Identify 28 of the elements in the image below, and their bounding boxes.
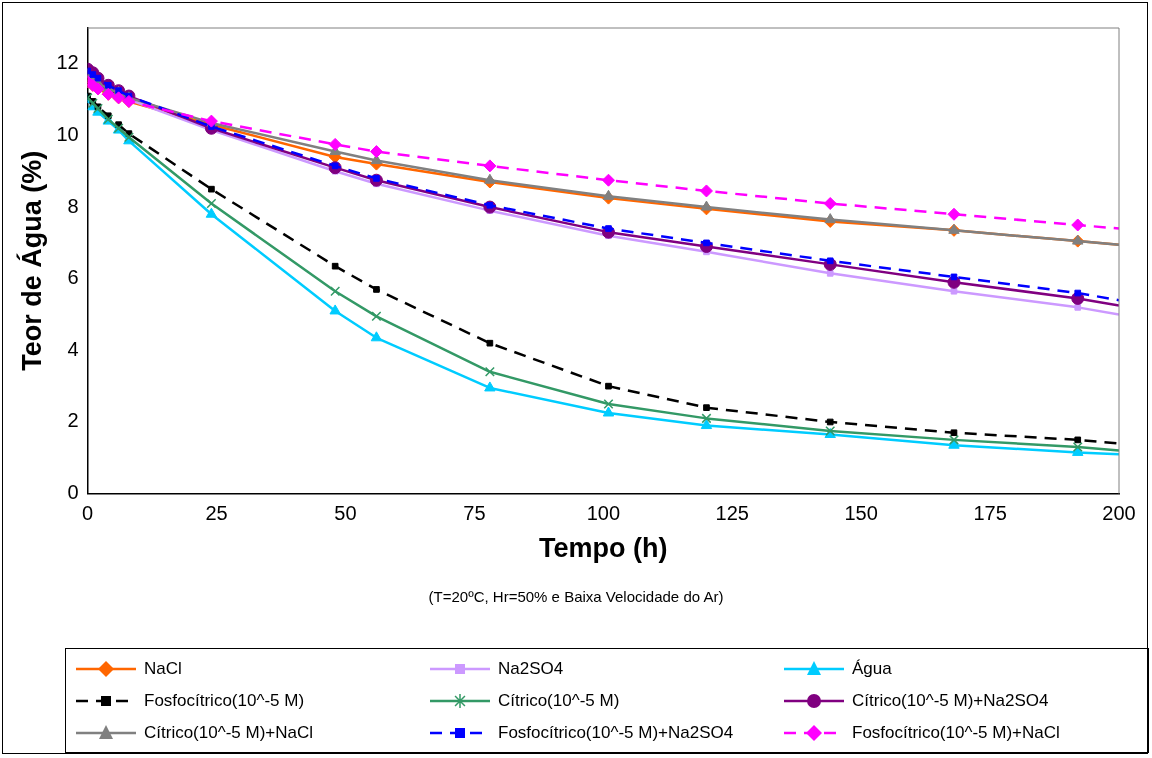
y-tick-label: 2	[67, 409, 79, 432]
x-tick-label: 0	[82, 502, 94, 525]
text: (T=20ºC, Hr=50% e Baixa Velocidade do Ar)	[427, 588, 725, 605]
legend-label: Fosfocítrico(10^-5 M)	[144, 691, 305, 711]
y-tick-label: 6	[67, 266, 79, 289]
y-tick-label: 0	[67, 481, 79, 504]
legend-label: NaCl	[144, 659, 182, 679]
x-tick-label: 75	[463, 502, 486, 525]
y-tick-label: 4	[67, 337, 79, 360]
legend-label: Fosfocítrico(10^-5 M)+NaCl	[852, 723, 1060, 743]
x-tick-label: 125	[715, 502, 749, 525]
x-tick-label: 50	[334, 502, 357, 525]
legend-label: Água	[852, 659, 892, 679]
x-axis-title: Tempo (h)	[539, 533, 668, 564]
legend-label: Na2SO4	[498, 659, 564, 679]
x-tick-label: 175	[973, 502, 1007, 525]
x-tick-label: 150	[844, 502, 878, 525]
y-tick-label: 8	[67, 194, 79, 217]
x-tick-label: 100	[586, 502, 621, 525]
legend-label: Cítrico(10^-5 M)+Na2SO4	[852, 691, 1049, 711]
x-tick-label: 200	[1102, 502, 1136, 525]
y-tick-label: 12	[56, 51, 79, 74]
legend-label: Cítrico(10^-5 M)+NaCl	[144, 723, 314, 743]
legend-label: Cítrico(10^-5 M)	[498, 691, 620, 711]
legend-label: Fosfocítrico(10^-5 M)+Na2SO4	[498, 723, 734, 743]
y-axis-title: Teor de Água (%)	[15, 150, 47, 371]
x-tick-label: 25	[205, 502, 228, 525]
y-tick-label: 10	[56, 122, 79, 145]
